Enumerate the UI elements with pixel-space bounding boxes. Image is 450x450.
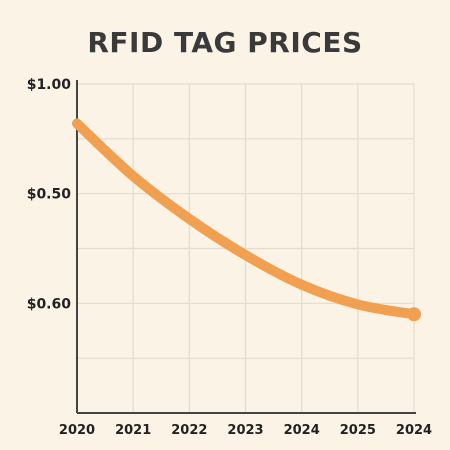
x-tick-label: 2025	[340, 423, 376, 438]
y-tick-label: $0.60	[27, 296, 72, 312]
chart-title: RFID TAG PRICES	[87, 26, 363, 59]
y-tick-label: $0.50	[27, 187, 72, 203]
y-tick-labels: $1.00 $0.50 $0.60	[27, 77, 72, 312]
x-tick-label: 2024	[396, 423, 432, 438]
x-tick-label: 2021	[115, 423, 151, 438]
series-line	[72, 118, 419, 320]
y-tick-label: $1.00	[27, 77, 72, 93]
x-tick-label: 2024	[284, 423, 320, 438]
x-tick-labels: 2020 2021 2022 2023 2024 2025 2024	[59, 423, 432, 438]
x-tick-label: 2020	[59, 423, 95, 438]
grid	[77, 83, 415, 413]
x-tick-label: 2023	[227, 423, 263, 438]
x-tick-label: 2022	[171, 423, 207, 438]
axes	[76, 80, 416, 414]
series-layer	[72, 118, 421, 322]
series-end-point	[407, 307, 421, 322]
